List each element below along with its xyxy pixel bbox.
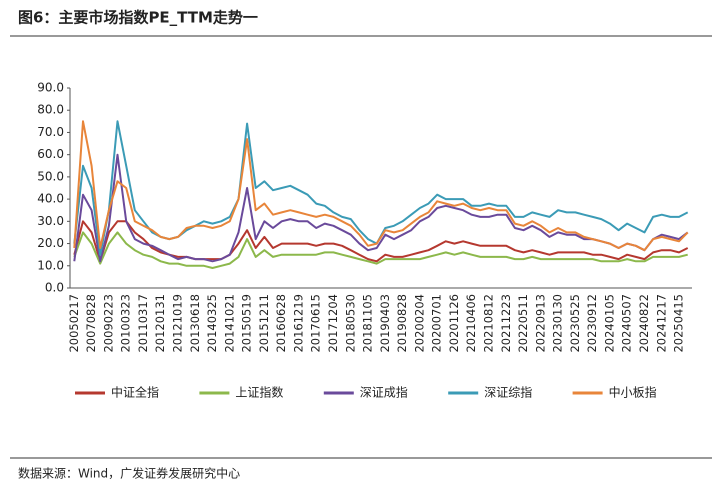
x-tick-label: 20110317 [136,294,150,353]
legend-label: 深证成指 [360,385,408,400]
y-tick-label: 0.0 [45,281,64,295]
x-tick-label: 20240507 [620,294,634,353]
x-tick-label: 20050217 [67,294,81,353]
x-tick-label: 20250415 [672,294,686,353]
x-tick-label: 20090223 [101,294,115,353]
x-tick-label: 20151211 [257,294,271,353]
legend-label: 上证指数 [235,385,283,400]
x-tick-label: 20161219 [291,294,305,353]
x-tick-label: 20200701 [430,294,444,353]
y-tick-label: 80.0 [37,103,64,117]
x-tick-label: 20160628 [274,294,288,353]
x-tick-label: 20211223 [499,294,513,353]
chart-title: 图6：主要市场指数PE_TTM走势一 [18,9,258,27]
legend-label: 深证综指 [484,385,532,400]
y-tick-label: 30.0 [37,214,64,228]
x-tick-label: 20190828 [395,294,409,353]
series-line [73,231,688,269]
x-tick-label: 20240105 [602,294,616,353]
x-tick-label: 20141021 [222,294,236,353]
x-tick-label: 20120131 [153,294,167,353]
x-tick-label: 20210812 [481,294,495,353]
x-tick-label: 20130618 [188,294,202,353]
x-tick-label: 20170615 [309,294,323,353]
x-tick-label: 20230525 [568,294,582,353]
series-line [73,120,689,256]
x-tick-label: 20181105 [361,294,375,353]
x-tick-label: 20220511 [516,294,530,353]
y-tick-label: 90.0 [37,81,64,95]
x-tick-label: 20230912 [585,294,599,353]
y-tick-label: 40.0 [37,192,64,206]
y-tick-label: 60.0 [37,147,64,161]
x-tick-label: 20171204 [326,294,340,353]
y-tick-label: 70.0 [37,125,64,139]
y-tick-label: 10.0 [37,258,64,272]
x-tick-label: 20180530 [343,294,357,353]
x-tick-label: 20230130 [551,294,565,353]
series-line [73,120,689,252]
legend-label: 中小板指 [609,385,657,400]
x-tick-label: 20100323 [119,294,133,353]
series-line [73,220,689,263]
y-tick-label: 50.0 [37,169,64,183]
x-tick-label: 20140325 [205,294,219,353]
x-tick-label: 20200204 [412,294,426,353]
x-tick-label: 20121019 [170,294,184,353]
source-note: 数据来源：Wind，广发证券发展研究中心 [18,466,240,481]
legend-label: 中证全指 [111,385,159,400]
series-line [73,153,689,263]
x-tick-label: 20070828 [84,294,98,353]
x-tick-label: 20190403 [378,294,392,353]
x-tick-label: 20210406 [464,294,478,353]
x-tick-label: 20201126 [447,294,461,353]
x-tick-label: 20241217 [654,294,668,353]
y-tick-label: 20.0 [37,236,64,250]
x-tick-label: 20240822 [637,294,651,353]
x-tick-label: 20150519 [240,294,254,353]
x-tick-label: 20220913 [533,294,547,353]
